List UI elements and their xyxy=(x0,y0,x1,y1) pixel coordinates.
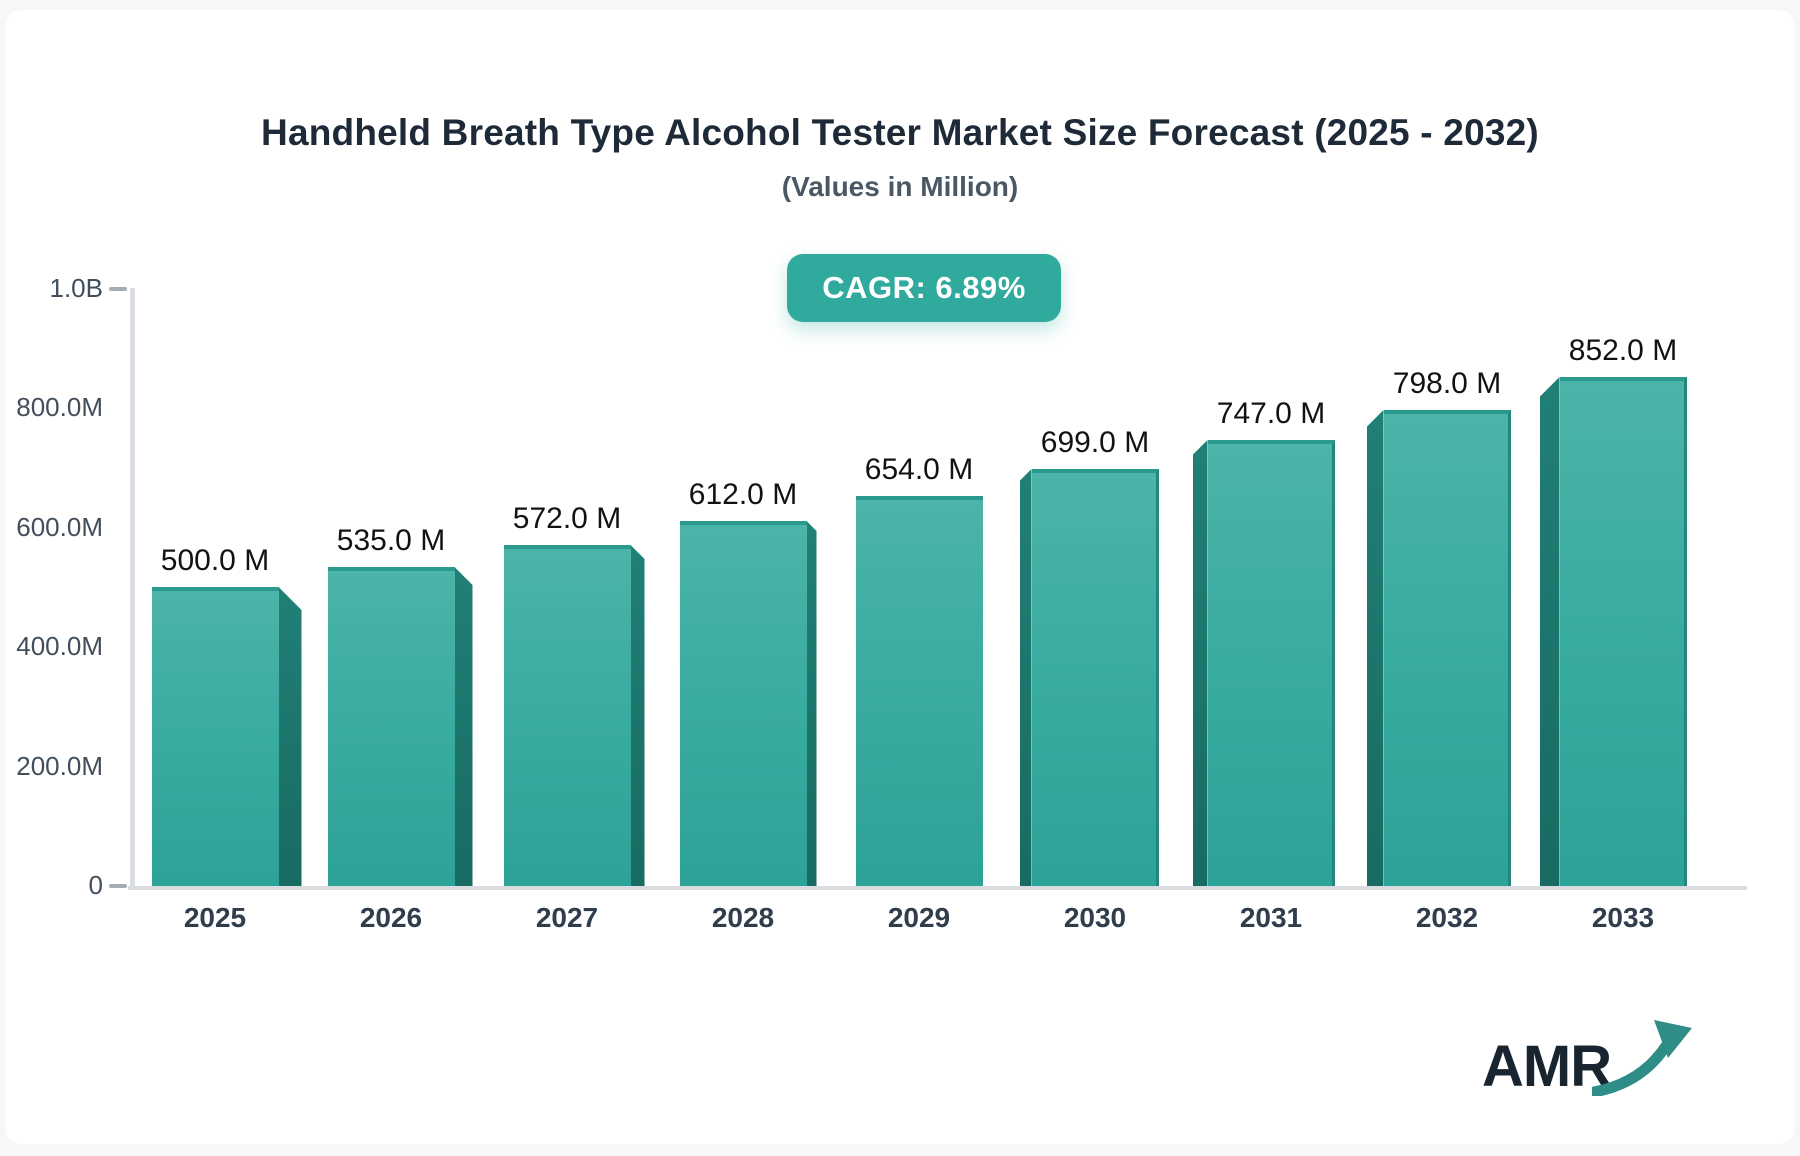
bar-2029 xyxy=(855,496,983,886)
bar-value-label: 798.0 M xyxy=(1392,367,1502,400)
x-axis-label: 2030 xyxy=(1063,902,1127,933)
bar-value-label: 699.0 M xyxy=(1040,426,1150,459)
x-axis-label: 2032 xyxy=(1415,902,1479,933)
x-axis-label: 2026 xyxy=(359,902,423,933)
chart-subtitle: (Values in Million) xyxy=(781,171,1019,202)
bar-side-2032 xyxy=(1366,410,1384,886)
x-axis-label: 2028 xyxy=(711,902,775,933)
bar-2025 xyxy=(151,587,279,886)
x-axis-line xyxy=(128,886,1747,890)
y-axis-label: 600.0M xyxy=(16,511,103,542)
bar-2027 xyxy=(503,545,631,886)
x-axis-label: 2033 xyxy=(1591,902,1655,933)
bar-side-2030 xyxy=(1019,469,1032,886)
y-axis-label: 1.0B xyxy=(49,273,104,303)
bar-value-label: 500.0 M xyxy=(160,544,270,577)
bar-value-label: 654.0 M xyxy=(864,453,974,486)
bar-2032 xyxy=(1383,410,1511,886)
bar-side-2031 xyxy=(1192,440,1208,886)
y-axis-tick-dash xyxy=(109,884,127,888)
bar-value-label: 852.0 M xyxy=(1568,334,1678,367)
y-axis-label: 0 xyxy=(88,870,103,900)
bar-side-2026 xyxy=(454,567,473,886)
chart-title: Handheld Breath Type Alcohol Tester Mark… xyxy=(261,112,1539,153)
x-axis-label: 2031 xyxy=(1239,902,1303,933)
bar-value-label: 572.0 M xyxy=(512,502,622,535)
bar-2033 xyxy=(1559,377,1687,886)
bar-side-2025 xyxy=(278,587,302,886)
bar-2028 xyxy=(679,521,807,886)
bar-value-label: 747.0 M xyxy=(1216,397,1326,430)
bar-2031 xyxy=(1207,440,1335,886)
logo-arrow-icon xyxy=(1592,1020,1692,1096)
bar-2026 xyxy=(327,567,455,886)
y-axis-label: 800.0M xyxy=(16,392,103,423)
bar-side-2033 xyxy=(1539,377,1560,886)
cagr-badge: CAGR: 6.89% xyxy=(787,254,1061,322)
y-axis-label: 400.0M xyxy=(16,631,103,662)
bar-side-2028 xyxy=(806,521,817,886)
y-axis-tick-dash xyxy=(109,287,127,291)
x-axis-label: 2025 xyxy=(183,902,247,933)
y-axis-label: 200.0M xyxy=(16,750,103,781)
x-axis-label: 2029 xyxy=(887,902,951,933)
x-axis-label: 2027 xyxy=(535,902,599,933)
bar-value-label: 612.0 M xyxy=(688,478,798,511)
bar-2030 xyxy=(1031,469,1159,886)
amr-logo: AMR xyxy=(1482,1020,1692,1104)
cagr-label: CAGR: 6.89% xyxy=(822,270,1026,305)
y-axis-line xyxy=(130,288,135,888)
bar-side-2027 xyxy=(630,545,645,886)
logo-text: AMR xyxy=(1482,1034,1612,1099)
bar-value-label: 535.0 M xyxy=(336,524,446,557)
